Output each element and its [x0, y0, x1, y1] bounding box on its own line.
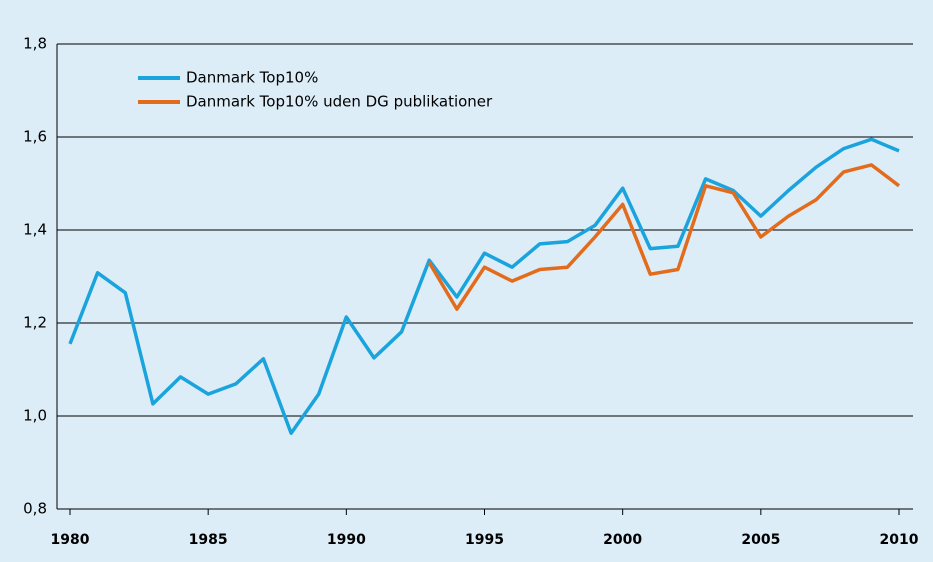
y-tick-label: 1,2: [23, 314, 47, 332]
y-tick-label: 1,0: [23, 407, 47, 425]
x-tick-label: 1995: [465, 532, 504, 548]
x-tick-label: 1985: [189, 532, 228, 548]
series-line: [68, 137, 900, 435]
legend-label: Danmark Top10%: [186, 69, 318, 87]
x-tick-label: 2000: [603, 532, 642, 548]
y-tick-label: 1,6: [23, 128, 47, 146]
y-tick-label: 0,8: [23, 500, 47, 518]
x-tick-label: 2010: [880, 532, 919, 548]
x-tick-label: 1980: [51, 532, 90, 548]
x-tick-label: 2005: [741, 532, 780, 548]
legend-label: Danmark Top10% uden DG publikationer: [186, 93, 493, 111]
y-tick-label: 1,8: [23, 35, 47, 53]
y-tick-label: 1,4: [23, 221, 47, 239]
series-line: [427, 163, 901, 311]
x-tick-label: 1990: [327, 532, 366, 548]
